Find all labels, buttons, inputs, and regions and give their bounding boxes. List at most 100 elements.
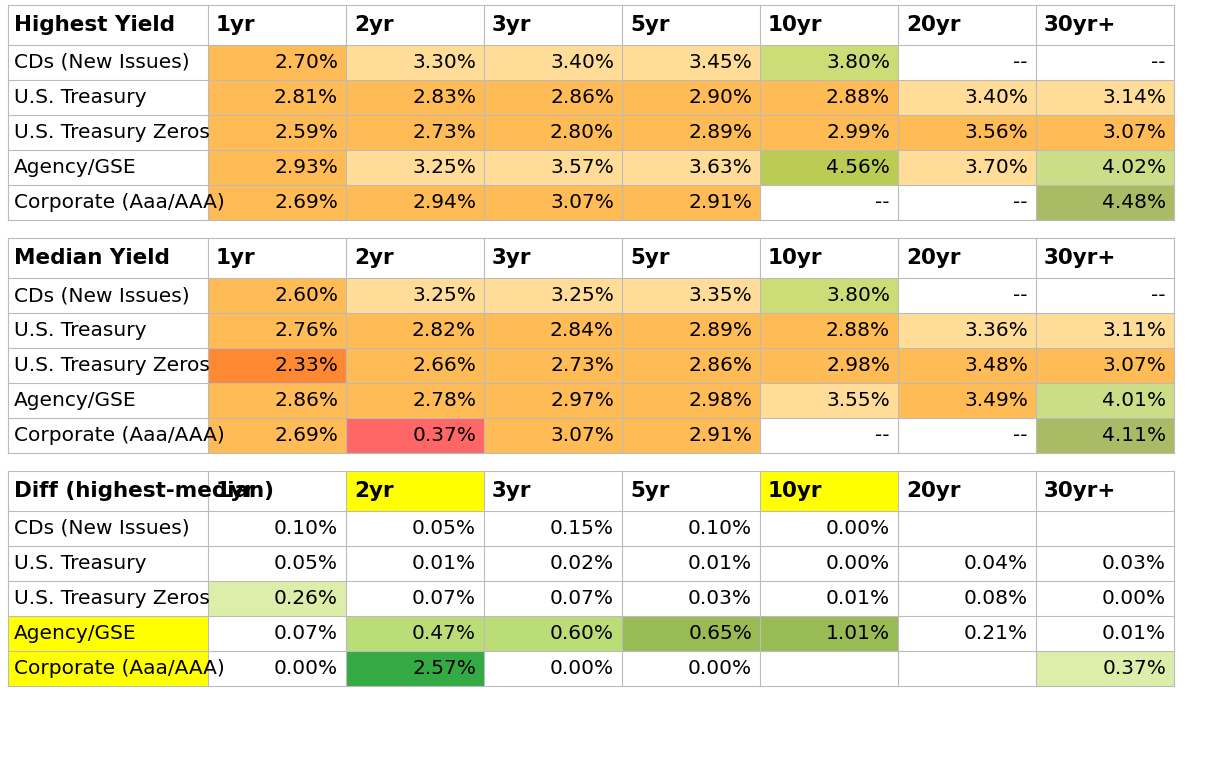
Text: U.S. Treasury Zeros: U.S. Treasury Zeros (13, 356, 209, 375)
Bar (208, 80, 345, 115)
Text: --: -- (1013, 286, 1028, 305)
Bar (345, 185, 484, 220)
Text: 2.73%: 2.73% (550, 356, 614, 375)
Text: 3.35%: 3.35% (688, 286, 752, 305)
Text: 10yr: 10yr (768, 248, 822, 268)
Text: 2.82%: 2.82% (412, 321, 477, 340)
Text: 2.80%: 2.80% (550, 123, 614, 142)
Text: 3.25%: 3.25% (550, 286, 614, 305)
Text: 3.55%: 3.55% (826, 391, 891, 410)
Text: 3.14%: 3.14% (1102, 88, 1166, 107)
Bar (9, 616, 208, 651)
Bar (622, 313, 760, 348)
Bar (898, 80, 1036, 115)
Bar (760, 115, 898, 150)
Text: Corporate (Aaa/AAA): Corporate (Aaa/AAA) (13, 426, 224, 445)
Text: 3.57%: 3.57% (550, 158, 614, 177)
Bar (345, 80, 484, 115)
Bar (484, 278, 622, 313)
Text: 0.65%: 0.65% (688, 624, 752, 643)
Bar (345, 418, 484, 453)
Text: 3.36%: 3.36% (964, 321, 1028, 340)
Text: CDs (New Issues): CDs (New Issues) (13, 286, 190, 305)
Text: 3.30%: 3.30% (412, 53, 477, 72)
Text: 4.01%: 4.01% (1101, 391, 1166, 410)
Text: 2.66%: 2.66% (412, 356, 477, 375)
Bar (484, 616, 622, 651)
Bar (898, 348, 1036, 383)
Text: 0.03%: 0.03% (688, 589, 752, 608)
Text: U.S. Treasury Zeros: U.S. Treasury Zeros (13, 123, 209, 142)
Bar (898, 313, 1036, 348)
Bar (208, 115, 345, 150)
Bar (622, 616, 760, 651)
Bar (1036, 150, 1174, 185)
Text: 2.60%: 2.60% (274, 286, 338, 305)
Text: 3.48%: 3.48% (964, 356, 1028, 375)
Text: U.S. Treasury: U.S. Treasury (13, 88, 147, 107)
Bar (760, 80, 898, 115)
Text: 0.21%: 0.21% (964, 624, 1028, 643)
Text: 0.00%: 0.00% (274, 659, 338, 678)
Text: Diff (highest-median): Diff (highest-median) (13, 481, 274, 501)
Bar (484, 80, 622, 115)
Text: 5yr: 5yr (630, 481, 670, 501)
Text: 0.47%: 0.47% (412, 624, 477, 643)
Text: 3.07%: 3.07% (550, 193, 614, 212)
Text: Median Yield: Median Yield (13, 248, 170, 268)
Text: 0.01%: 0.01% (688, 554, 752, 573)
Text: 3.70%: 3.70% (964, 158, 1028, 177)
Bar (622, 418, 760, 453)
Bar (760, 45, 898, 80)
Bar (622, 45, 760, 80)
Bar (622, 150, 760, 185)
Text: 2.69%: 2.69% (274, 193, 338, 212)
Bar (345, 651, 484, 686)
Bar (760, 348, 898, 383)
Text: CDs (New Issues): CDs (New Issues) (13, 53, 190, 72)
Text: 2yr: 2yr (354, 481, 393, 501)
Bar (1036, 313, 1174, 348)
Bar (208, 348, 345, 383)
Text: 0.26%: 0.26% (274, 589, 338, 608)
Text: 0.08%: 0.08% (964, 589, 1028, 608)
Text: 3yr: 3yr (492, 481, 532, 501)
Text: 4.48%: 4.48% (1101, 193, 1166, 212)
Text: 2.73%: 2.73% (412, 123, 477, 142)
Bar (208, 278, 345, 313)
Text: --: -- (1152, 286, 1166, 305)
Text: 2yr: 2yr (354, 248, 393, 268)
Bar (208, 185, 345, 220)
Text: 0.05%: 0.05% (412, 519, 477, 538)
Text: CDs (New Issues): CDs (New Issues) (13, 519, 190, 538)
Text: 3.07%: 3.07% (1102, 356, 1166, 375)
Text: 2.90%: 2.90% (688, 88, 752, 107)
Text: 0.00%: 0.00% (550, 659, 614, 678)
Bar (484, 45, 622, 80)
Bar (1036, 80, 1174, 115)
Text: 3.40%: 3.40% (550, 53, 614, 72)
Text: --: -- (876, 193, 891, 212)
Bar (622, 80, 760, 115)
Bar (345, 278, 484, 313)
Text: 2.59%: 2.59% (274, 123, 338, 142)
Text: 3.07%: 3.07% (550, 426, 614, 445)
Text: 4.11%: 4.11% (1101, 426, 1166, 445)
Text: 3.80%: 3.80% (826, 53, 891, 72)
Text: 0.04%: 0.04% (964, 554, 1028, 573)
Text: Agency/GSE: Agency/GSE (13, 158, 137, 177)
Text: 30yr+: 30yr+ (1044, 15, 1116, 35)
Text: 1yr: 1yr (216, 481, 256, 501)
Bar (208, 150, 345, 185)
Text: 3yr: 3yr (492, 15, 532, 35)
Bar (898, 150, 1036, 185)
Text: 2.76%: 2.76% (274, 321, 338, 340)
Bar (760, 383, 898, 418)
Bar (484, 150, 622, 185)
Text: 3.45%: 3.45% (688, 53, 752, 72)
Bar (760, 471, 898, 511)
Bar (1036, 115, 1174, 150)
Text: 1yr: 1yr (216, 248, 256, 268)
Text: 0.37%: 0.37% (412, 426, 477, 445)
Text: 4.02%: 4.02% (1101, 158, 1166, 177)
